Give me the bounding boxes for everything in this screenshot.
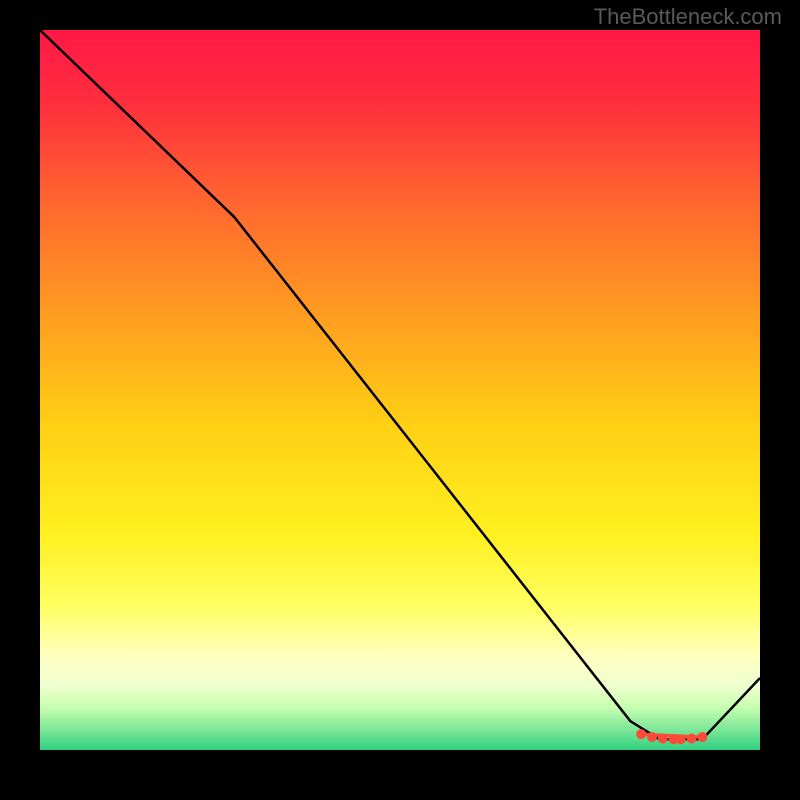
valley-marker — [697, 732, 707, 742]
valley-marker — [687, 733, 697, 743]
watermark: TheBottleneck.com — [594, 4, 782, 30]
valley-marker — [647, 732, 657, 742]
chart-svg — [40, 30, 760, 750]
valley-marker — [676, 734, 686, 744]
valley-marker — [658, 733, 668, 743]
plot-area — [40, 30, 760, 750]
gradient-background — [40, 30, 760, 750]
valley-marker — [636, 729, 646, 739]
